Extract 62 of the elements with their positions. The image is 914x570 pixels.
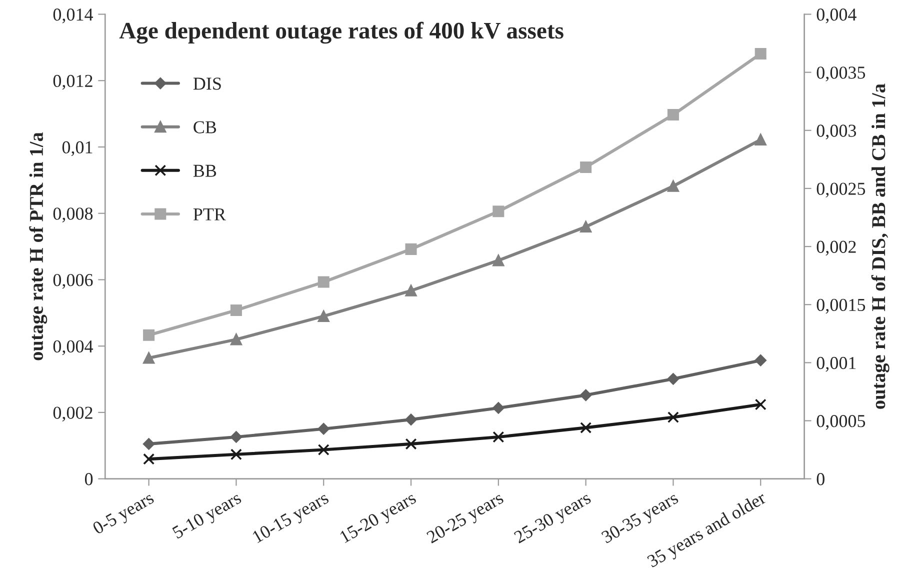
y2-tick-label: 0,003 bbox=[816, 124, 856, 140]
point bbox=[143, 329, 155, 341]
y-axis-title: outage rate H of PTR in 1/a bbox=[29, 132, 48, 360]
point bbox=[580, 389, 592, 401]
y-tick-label: 0,004 bbox=[53, 340, 94, 356]
x-tick-label: 10-15 years bbox=[252, 491, 332, 546]
point bbox=[318, 310, 330, 322]
point bbox=[230, 448, 242, 460]
y-tick-label: 0,014 bbox=[53, 8, 94, 24]
point bbox=[492, 206, 504, 218]
point bbox=[754, 134, 766, 146]
x-tick-label: 5-10 years bbox=[172, 491, 244, 542]
x-tick-label: 25-30 years bbox=[513, 491, 594, 547]
y2-tick-label: 0,0025 bbox=[816, 182, 866, 198]
point bbox=[580, 161, 592, 173]
y2-tick-label: 0,0035 bbox=[816, 66, 866, 82]
legend-label: BB bbox=[193, 164, 216, 177]
y-tick-label: 0,012 bbox=[53, 74, 92, 90]
legend-label: PTR bbox=[193, 208, 226, 220]
x-tick-label: 15-20 years bbox=[339, 491, 419, 546]
y2-axis-title: outage rate H of DIS, BB and CB in 1/a bbox=[871, 84, 890, 409]
point bbox=[318, 444, 330, 456]
x-tick-label: 0-5 years bbox=[92, 491, 156, 538]
y-tick-label: 0,01 bbox=[62, 141, 92, 156]
legend-label: DIS bbox=[193, 78, 221, 90]
point bbox=[754, 354, 766, 366]
point bbox=[580, 221, 592, 233]
point bbox=[405, 243, 417, 255]
point bbox=[318, 276, 330, 288]
y2-tick-label: 0,002 bbox=[816, 240, 856, 256]
y-tick-label: 0,008 bbox=[53, 208, 93, 222]
point bbox=[318, 423, 330, 435]
point bbox=[143, 352, 155, 364]
y2-tick-label: 0,0005 bbox=[816, 414, 866, 430]
point bbox=[580, 422, 592, 434]
point bbox=[667, 373, 680, 385]
point bbox=[492, 431, 504, 443]
point bbox=[667, 180, 679, 192]
point bbox=[230, 431, 242, 443]
point bbox=[230, 304, 242, 316]
chart-title: Age dependent outage rates of 400 kV assets bbox=[119, 22, 564, 44]
y2-tick-label: 0,001 bbox=[816, 356, 856, 372]
point bbox=[492, 254, 504, 266]
x-tick-label: 20-25 years bbox=[426, 491, 506, 547]
point bbox=[492, 402, 504, 414]
point bbox=[754, 398, 766, 410]
point bbox=[143, 453, 155, 465]
y-tick-label: 0,006 bbox=[53, 274, 93, 289]
point bbox=[667, 411, 679, 424]
legend-label: CB bbox=[194, 121, 216, 134]
point bbox=[667, 109, 679, 121]
point bbox=[405, 414, 417, 426]
y2-tick-label: 0,0015 bbox=[816, 298, 866, 314]
y2-tick-label: 0 bbox=[816, 473, 824, 486]
point bbox=[405, 438, 417, 450]
point bbox=[754, 48, 766, 60]
y-tick-label: 0 bbox=[84, 473, 93, 486]
point bbox=[142, 438, 155, 450]
y2-tick-label: 0,004 bbox=[816, 8, 856, 24]
point bbox=[230, 334, 242, 346]
point bbox=[405, 284, 417, 296]
y-tick-label: 0,002 bbox=[53, 406, 92, 422]
